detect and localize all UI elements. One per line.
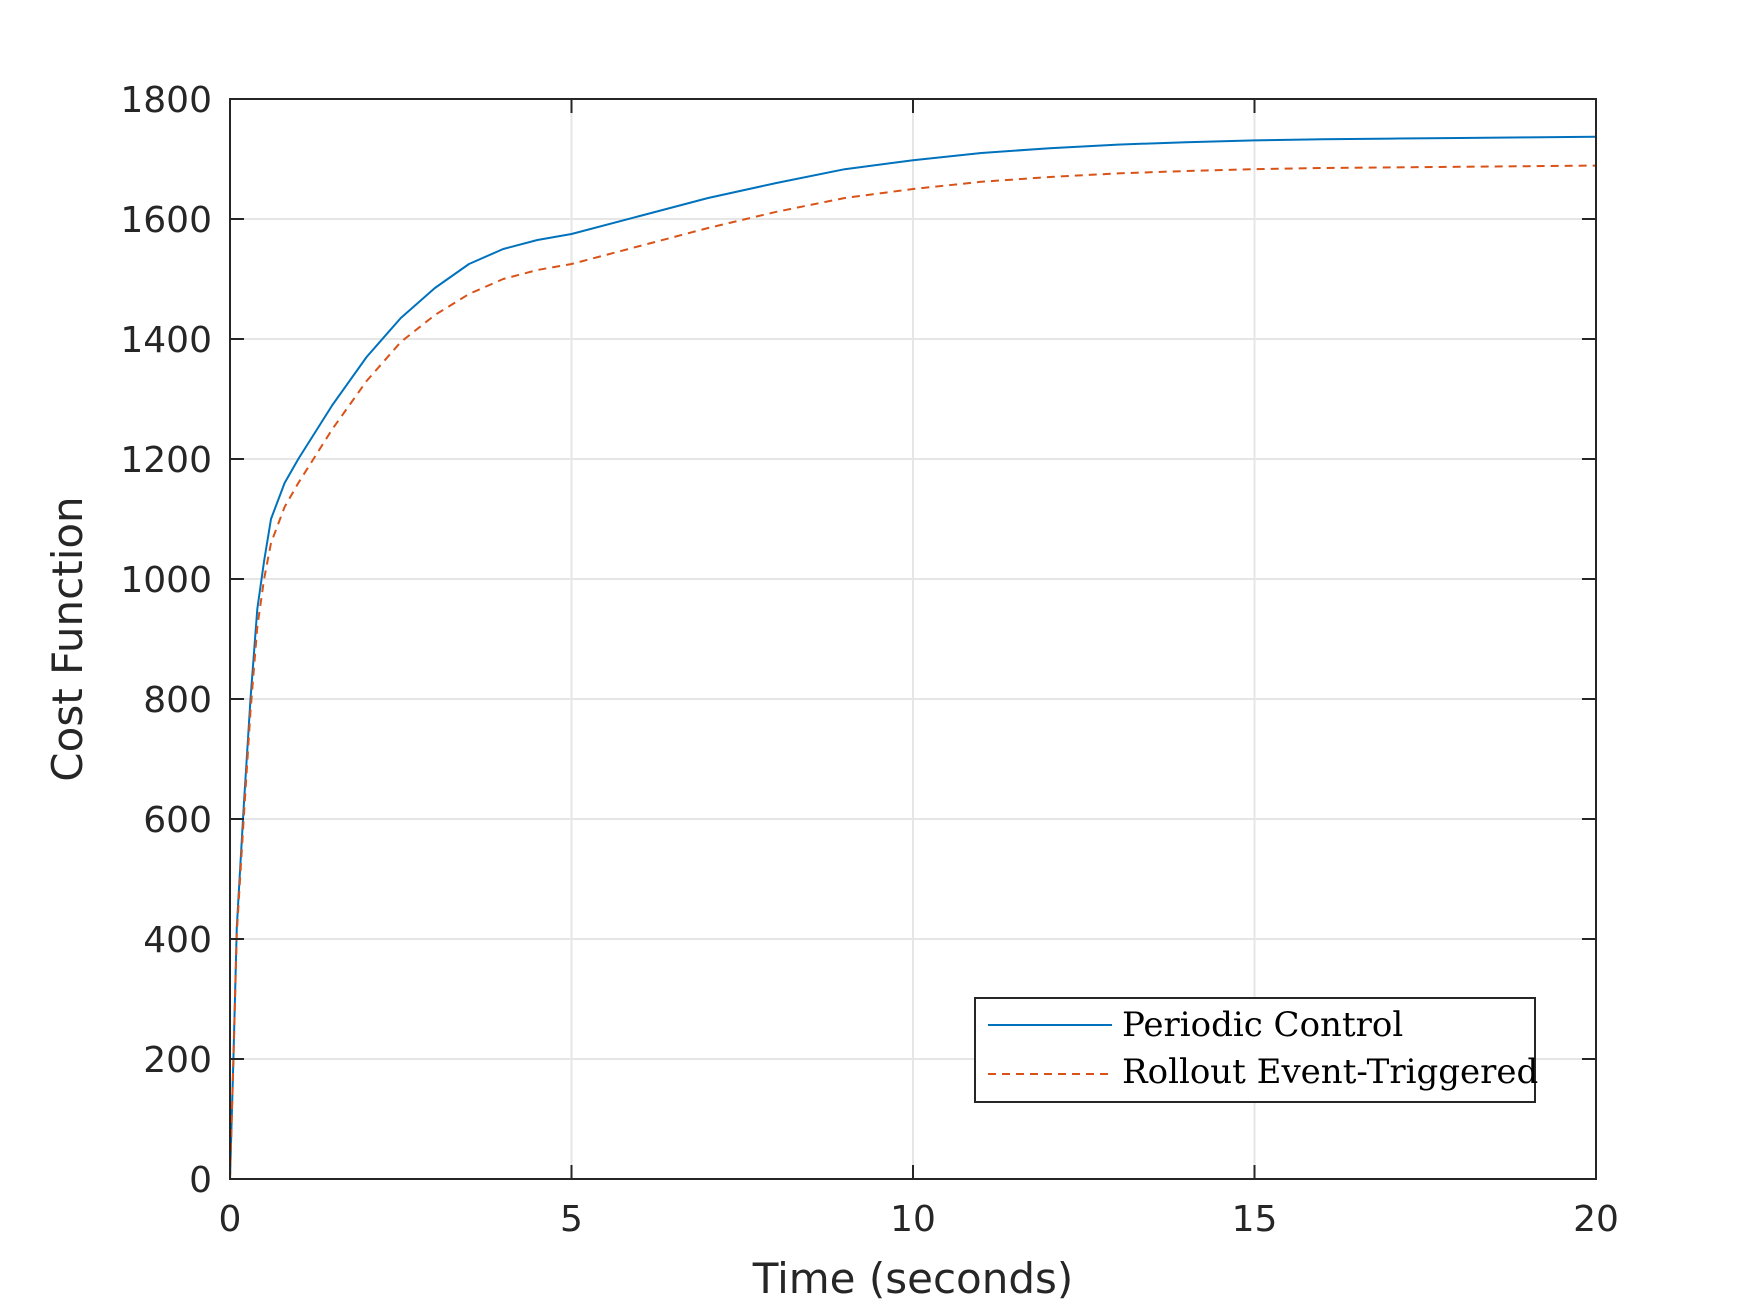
x-tick-label: 0 [219,1199,242,1240]
legend-label-periodic: Periodic Control [1122,1005,1403,1045]
y-tick-label: 800 [143,680,212,721]
data-series [229,135,1597,1180]
series-line-rollout-event-triggered [229,164,1597,1180]
x-tick-label: 15 [1232,1199,1278,1240]
legend-label-rollout: Rollout Event-Triggered [1122,1052,1538,1092]
axis-ticks: 0 5 10 15 2002004006008001000120014001600180… [120,80,1619,1240]
y-tick-label: 0 [189,1160,212,1201]
y-tick-label: 1600 [120,200,212,241]
x-tick-label: 10 [890,1199,936,1240]
y-tick-label: 1800 [120,80,212,121]
y-tick-label: 400 [143,920,212,961]
legend: Periodic Control Rollout Event-Triggered [974,997,1538,1103]
y-tick-label: 1000 [120,560,212,601]
y-tick-label: 600 [143,800,212,841]
x-axis-label: Time (seconds) [752,1254,1074,1303]
y-tick-label: 1200 [120,440,212,481]
series-line-periodic-control [229,135,1597,1180]
y-tick-label: 1400 [120,320,212,361]
y-tick-label: 200 [143,1040,212,1081]
y-axis-label: Cost Function [43,496,92,781]
x-tick-label: 20 [1573,1199,1619,1240]
legend-box [974,997,1536,1103]
x-tick-label: 5 [560,1199,583,1240]
